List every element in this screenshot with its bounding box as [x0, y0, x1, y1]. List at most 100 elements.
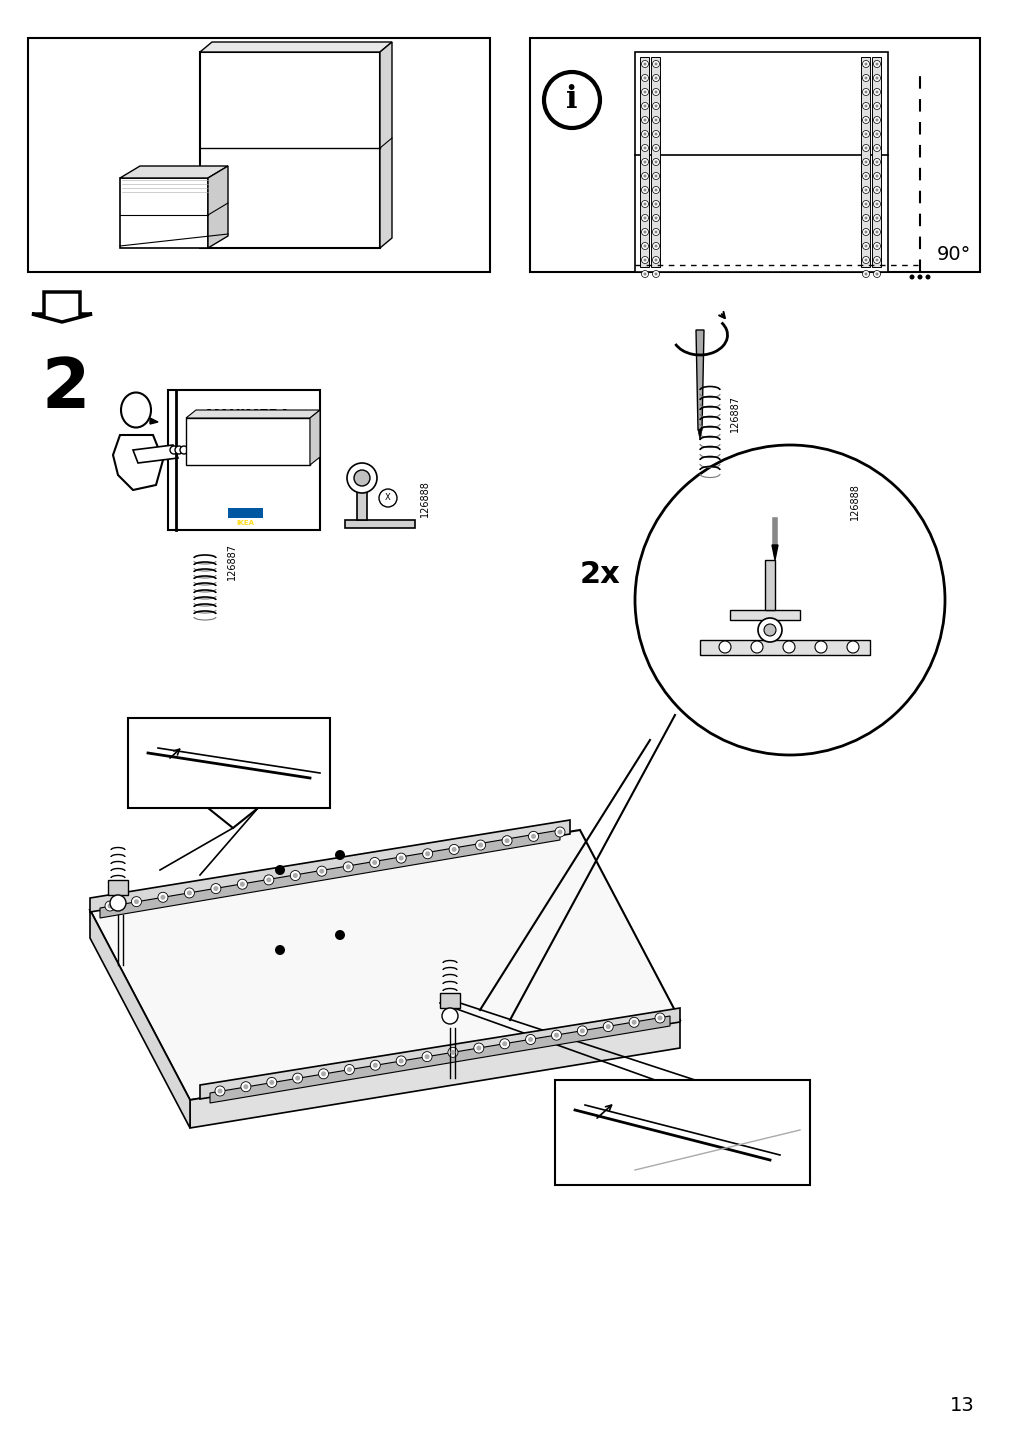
Text: 126887: 126887	[729, 395, 739, 432]
Polygon shape	[186, 410, 319, 418]
Text: 126887: 126887	[226, 543, 237, 580]
Circle shape	[210, 884, 220, 894]
Circle shape	[861, 116, 868, 123]
Circle shape	[863, 133, 866, 136]
Text: 2: 2	[42, 355, 90, 422]
Circle shape	[861, 60, 868, 67]
Circle shape	[641, 172, 648, 179]
Circle shape	[641, 145, 648, 152]
Polygon shape	[440, 992, 460, 1008]
Circle shape	[643, 259, 646, 262]
Circle shape	[335, 851, 345, 861]
Circle shape	[180, 445, 188, 454]
Circle shape	[652, 60, 659, 67]
Circle shape	[925, 275, 929, 279]
Circle shape	[875, 189, 878, 192]
Circle shape	[863, 202, 866, 206]
Circle shape	[554, 828, 564, 836]
Circle shape	[654, 245, 657, 248]
Circle shape	[861, 103, 868, 109]
Circle shape	[875, 90, 878, 93]
Circle shape	[295, 1075, 300, 1081]
Circle shape	[861, 172, 868, 179]
Circle shape	[266, 878, 271, 882]
Circle shape	[643, 216, 646, 219]
Circle shape	[398, 855, 403, 861]
Circle shape	[863, 189, 866, 192]
Circle shape	[477, 842, 482, 848]
Circle shape	[372, 861, 377, 865]
Circle shape	[275, 945, 285, 955]
Circle shape	[379, 488, 396, 507]
Circle shape	[652, 215, 659, 222]
Circle shape	[861, 256, 868, 263]
Polygon shape	[210, 1015, 669, 1103]
Circle shape	[369, 858, 379, 868]
Circle shape	[577, 1025, 586, 1035]
Circle shape	[654, 259, 657, 262]
Circle shape	[875, 105, 878, 107]
Circle shape	[370, 1060, 380, 1070]
Circle shape	[643, 231, 646, 233]
Circle shape	[528, 832, 538, 842]
Circle shape	[652, 271, 659, 278]
Circle shape	[872, 103, 880, 109]
Circle shape	[422, 1051, 432, 1061]
Circle shape	[654, 189, 657, 192]
Circle shape	[654, 175, 657, 178]
Polygon shape	[186, 418, 309, 465]
Circle shape	[335, 929, 345, 939]
Circle shape	[652, 74, 659, 82]
Circle shape	[449, 845, 459, 855]
Circle shape	[551, 1030, 561, 1040]
Circle shape	[872, 229, 880, 235]
Circle shape	[863, 119, 866, 122]
Circle shape	[175, 445, 183, 454]
Circle shape	[643, 175, 646, 178]
Circle shape	[654, 216, 657, 219]
Circle shape	[347, 463, 377, 493]
Circle shape	[654, 202, 657, 206]
Polygon shape	[132, 445, 178, 463]
Circle shape	[657, 1015, 662, 1021]
Circle shape	[863, 245, 866, 248]
Text: 90°: 90°	[936, 245, 971, 265]
Circle shape	[652, 159, 659, 166]
Circle shape	[641, 130, 648, 137]
Polygon shape	[696, 329, 704, 430]
Circle shape	[875, 202, 878, 206]
Circle shape	[652, 89, 659, 96]
Circle shape	[846, 642, 858, 653]
Circle shape	[557, 829, 562, 835]
Circle shape	[643, 105, 646, 107]
Polygon shape	[345, 520, 415, 528]
Circle shape	[814, 642, 826, 653]
Circle shape	[641, 89, 648, 96]
Text: X: X	[385, 494, 390, 503]
Circle shape	[603, 1021, 613, 1031]
Circle shape	[641, 116, 648, 123]
Circle shape	[553, 1032, 558, 1038]
Circle shape	[450, 1050, 455, 1055]
Circle shape	[875, 146, 878, 149]
Polygon shape	[108, 881, 127, 895]
Polygon shape	[150, 418, 158, 424]
Circle shape	[292, 874, 297, 878]
Bar	[554, 1080, 809, 1186]
Polygon shape	[190, 1020, 679, 1128]
Circle shape	[652, 145, 659, 152]
Circle shape	[718, 642, 730, 653]
Polygon shape	[357, 490, 367, 520]
Circle shape	[863, 175, 866, 178]
Polygon shape	[764, 560, 774, 610]
Circle shape	[641, 103, 648, 109]
Circle shape	[861, 271, 868, 278]
Ellipse shape	[121, 392, 151, 428]
Circle shape	[641, 242, 648, 249]
Circle shape	[872, 271, 880, 278]
Circle shape	[318, 1068, 329, 1078]
Circle shape	[634, 445, 944, 755]
Circle shape	[654, 133, 657, 136]
Circle shape	[861, 186, 868, 193]
Circle shape	[909, 275, 914, 279]
